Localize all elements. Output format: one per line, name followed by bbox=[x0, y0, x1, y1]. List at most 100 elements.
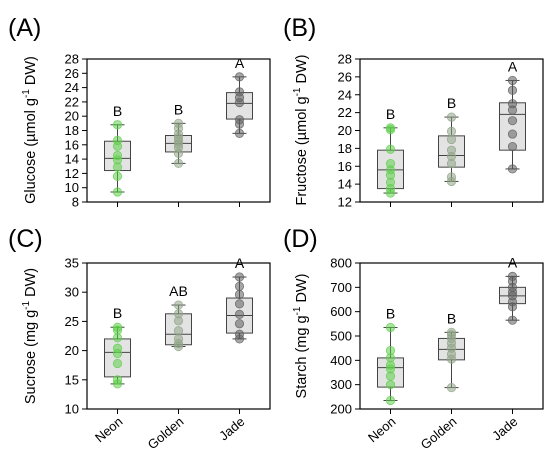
y-tick-label: 500 bbox=[330, 329, 352, 344]
y-tick-label: 12 bbox=[65, 166, 79, 181]
y-tick-label: 14 bbox=[65, 152, 79, 167]
box-group-jade: A bbox=[499, 58, 526, 174]
y-tick-label: 24 bbox=[338, 87, 352, 102]
box-group-golden: AB bbox=[165, 283, 192, 352]
data-point bbox=[385, 123, 396, 133]
x-tick-label: Neon bbox=[92, 414, 125, 445]
y-tick-label: 16 bbox=[338, 159, 352, 174]
y-tick-label: 30 bbox=[65, 285, 79, 300]
data-point bbox=[385, 158, 396, 169]
y-tick-label: 24 bbox=[65, 80, 79, 95]
data-point bbox=[112, 150, 123, 161]
significance-letter: A bbox=[235, 55, 245, 71]
significance-letter: B bbox=[447, 95, 456, 111]
data-point bbox=[112, 120, 123, 130]
y-tick-label: 10 bbox=[65, 402, 79, 417]
significance-letter: A bbox=[508, 254, 518, 270]
data-point bbox=[234, 272, 245, 282]
y-tick-label: 700 bbox=[330, 280, 352, 295]
data-point bbox=[385, 380, 396, 390]
data-point bbox=[234, 309, 245, 319]
significance-letter: B bbox=[386, 305, 395, 321]
y-tick-label: 20 bbox=[65, 343, 79, 358]
y-tick-label: 12 bbox=[338, 195, 352, 210]
data-point bbox=[234, 128, 245, 138]
data-point bbox=[507, 75, 518, 86]
data-point bbox=[234, 72, 245, 82]
x-tick-label: Golden bbox=[145, 414, 187, 452]
y-tick-label: 20 bbox=[65, 109, 79, 124]
box-group-neon: B bbox=[377, 106, 404, 198]
data-point bbox=[173, 300, 184, 310]
data-point bbox=[173, 118, 184, 128]
box-group-golden: B bbox=[438, 310, 465, 393]
box-group-jade: A bbox=[499, 254, 526, 325]
data-point bbox=[112, 187, 123, 197]
plot-frame bbox=[86, 58, 271, 203]
data-point bbox=[234, 299, 245, 309]
y-tick-label: 8 bbox=[72, 195, 79, 210]
significance-letter: B bbox=[386, 106, 395, 122]
data-point bbox=[173, 158, 184, 168]
plot-frame bbox=[86, 262, 271, 410]
data-point bbox=[234, 319, 245, 329]
y-tick-label: 26 bbox=[65, 66, 79, 81]
data-point bbox=[507, 99, 518, 109]
y-tick-label: 300 bbox=[330, 377, 352, 392]
box-group-neon: B bbox=[104, 103, 131, 197]
box-group-golden: B bbox=[438, 95, 465, 187]
box-group-neon: B bbox=[104, 305, 131, 389]
data-point bbox=[112, 171, 123, 181]
y-tick-label: 400 bbox=[330, 353, 352, 368]
data-point bbox=[446, 134, 457, 145]
y-axis-title: Glucose (µmol g-1 DW) bbox=[21, 56, 39, 204]
data-point bbox=[234, 115, 245, 125]
y-tick-label: 35 bbox=[65, 256, 79, 271]
x-tick-label: Jade bbox=[216, 414, 247, 444]
data-point bbox=[112, 333, 123, 343]
data-point bbox=[385, 144, 396, 154]
data-point bbox=[112, 322, 123, 332]
data-point bbox=[112, 358, 123, 369]
data-point bbox=[385, 345, 396, 356]
data-point bbox=[446, 172, 457, 182]
data-point bbox=[507, 116, 518, 126]
panel-label: (D) bbox=[283, 225, 318, 253]
plot-frame bbox=[359, 58, 544, 203]
data-point bbox=[507, 85, 518, 95]
y-tick-label: 28 bbox=[338, 52, 352, 67]
significance-letter: B bbox=[113, 103, 122, 119]
data-point bbox=[234, 281, 245, 291]
y-tick-label: 18 bbox=[65, 123, 79, 138]
data-point bbox=[173, 326, 184, 336]
y-tick-label: 10 bbox=[65, 180, 79, 195]
y-tick-label: 800 bbox=[330, 256, 352, 271]
data-point bbox=[385, 395, 396, 406]
significance-letter: B bbox=[447, 310, 456, 326]
significance-letter: A bbox=[508, 58, 518, 74]
data-point bbox=[446, 112, 457, 122]
data-point bbox=[112, 375, 123, 385]
significance-letter: B bbox=[113, 305, 122, 321]
box-group-neon: B bbox=[377, 305, 404, 406]
data-point bbox=[173, 309, 184, 319]
chart-panel-3: (C) 10 15 20 25 30 35 Neon Golden Jade Sucrose (mg… bbox=[8, 225, 271, 452]
panel-label: (B) bbox=[283, 14, 316, 42]
y-tick-label: 15 bbox=[65, 372, 79, 387]
box-group-golden: B bbox=[165, 101, 192, 168]
significance-letter: AB bbox=[169, 283, 188, 299]
data-point bbox=[112, 343, 123, 353]
y-tick-label: 20 bbox=[338, 123, 352, 138]
box-group-jade: A bbox=[226, 55, 253, 138]
chart-panel-4: (D) 200 300 400 500 600 700 800 Neon Golden Jade St… bbox=[283, 225, 544, 452]
y-tick-label: 22 bbox=[338, 105, 352, 120]
y-tick-label: 25 bbox=[65, 314, 79, 329]
y-tick-label: 28 bbox=[65, 52, 79, 67]
plot-frame bbox=[359, 262, 544, 410]
panel-label: (A) bbox=[8, 14, 41, 42]
data-point bbox=[173, 334, 184, 344]
data-point bbox=[507, 315, 518, 325]
panel-label: (C) bbox=[8, 225, 43, 253]
